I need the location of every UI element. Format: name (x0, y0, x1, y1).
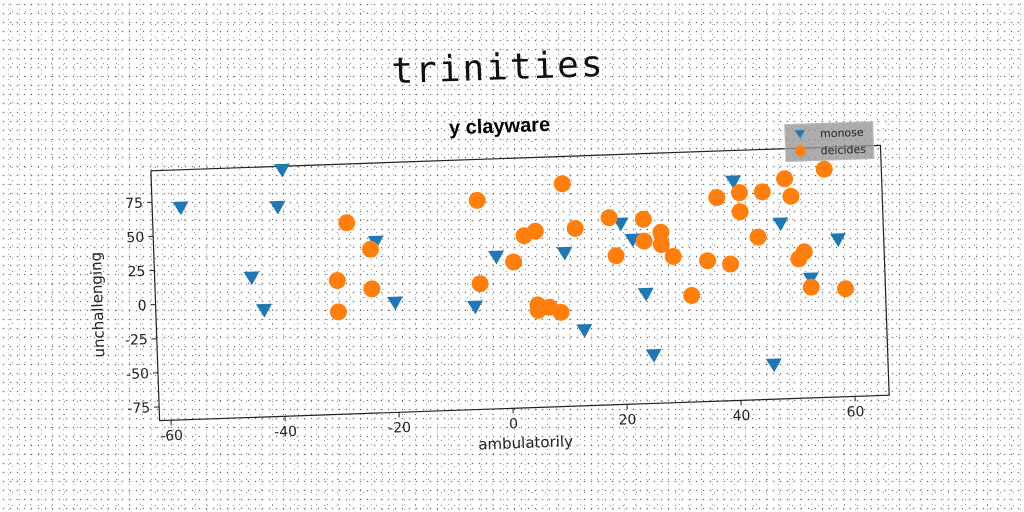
point-monose (829, 233, 846, 247)
x-tick-label: 0 (509, 416, 518, 432)
y-tick-label: -25 (125, 332, 148, 349)
point-monose (725, 175, 742, 190)
point-deicides (328, 271, 346, 289)
point-deicides (722, 255, 740, 273)
point-deicides (652, 236, 670, 254)
point-deicides (468, 191, 486, 209)
point-deicides (338, 214, 356, 232)
x-axis-label: ambulatorily (478, 432, 573, 453)
y-axis-label: unchallenging (87, 252, 109, 358)
point-deicides (749, 228, 767, 246)
point-deicides (329, 303, 347, 321)
point-deicides (635, 232, 653, 250)
point-deicides (699, 252, 717, 270)
chart-title: y clayware (449, 114, 551, 140)
point-deicides (505, 253, 523, 271)
point-deicides (600, 209, 618, 227)
legend-box (784, 121, 875, 163)
legend-label-deicides: deicides (820, 143, 866, 158)
point-deicides (664, 247, 682, 265)
y-tick-label: 75 (125, 196, 143, 213)
x-tick-label: 20 (618, 412, 636, 429)
point-deicides (363, 280, 381, 298)
x-tick-label: -20 (388, 420, 411, 437)
x-tick-label: -60 (160, 428, 183, 445)
plot-group: -60 -40 -20 0 20 40 60 -75 -50 -25 0 25 50 75 y clay… (87, 114, 890, 454)
point-deicides (526, 222, 544, 240)
point-deicides (815, 160, 833, 178)
point-deicides (566, 219, 584, 237)
point-deicides (708, 189, 726, 207)
point-monose (556, 246, 573, 261)
point-monose (576, 323, 593, 338)
point-monose (172, 201, 189, 216)
point-deicides (553, 175, 571, 193)
point-monose (273, 163, 290, 178)
x-tick-label: -40 (274, 424, 297, 441)
point-monose (255, 303, 272, 318)
point-deicides (471, 275, 489, 293)
point-monose (624, 233, 641, 248)
point-deicides (731, 203, 749, 221)
point-monose (645, 348, 662, 363)
x-tick-label: 40 (732, 408, 750, 425)
point-deicides (837, 280, 855, 298)
y-tick-label: 25 (127, 264, 145, 281)
point-deicides (361, 240, 379, 258)
y-tick-label: -50 (126, 366, 149, 383)
y-tick-label: -75 (127, 400, 150, 417)
legend: monose deicides (784, 121, 875, 163)
legend-label-monose: monose (820, 126, 864, 141)
data-marks (172, 160, 855, 373)
point-deicides (634, 210, 652, 228)
y-tick-label: 50 (126, 230, 144, 247)
point-deicides (683, 286, 701, 304)
point-monose (243, 271, 260, 286)
y-axis: -75 -50 -25 0 25 50 75 (125, 196, 160, 417)
point-monose (386, 296, 403, 311)
point-deicides (802, 278, 820, 296)
x-tick-label: 60 (846, 404, 864, 421)
point-monose (765, 358, 782, 373)
legend-marker-deicides (795, 145, 807, 157)
point-monose (488, 250, 505, 265)
point-deicides (652, 223, 670, 241)
legend-marker-monose (794, 129, 805, 139)
point-monose (467, 300, 483, 315)
x-axis: -60 -40 -20 0 20 40 60 (160, 396, 865, 445)
point-deicides (753, 183, 771, 201)
point-deicides (552, 303, 570, 321)
point-monose (367, 235, 384, 250)
y-tick-label: 0 (137, 298, 146, 314)
point-monose (637, 287, 654, 302)
point-deicides (776, 170, 794, 188)
point-monose (772, 217, 789, 232)
point-deicides (607, 247, 625, 265)
point-deicides (795, 243, 813, 261)
point-deicides (782, 187, 800, 205)
plot-area-frame (150, 144, 890, 422)
point-monose (269, 200, 286, 215)
point-deicides (730, 184, 748, 202)
